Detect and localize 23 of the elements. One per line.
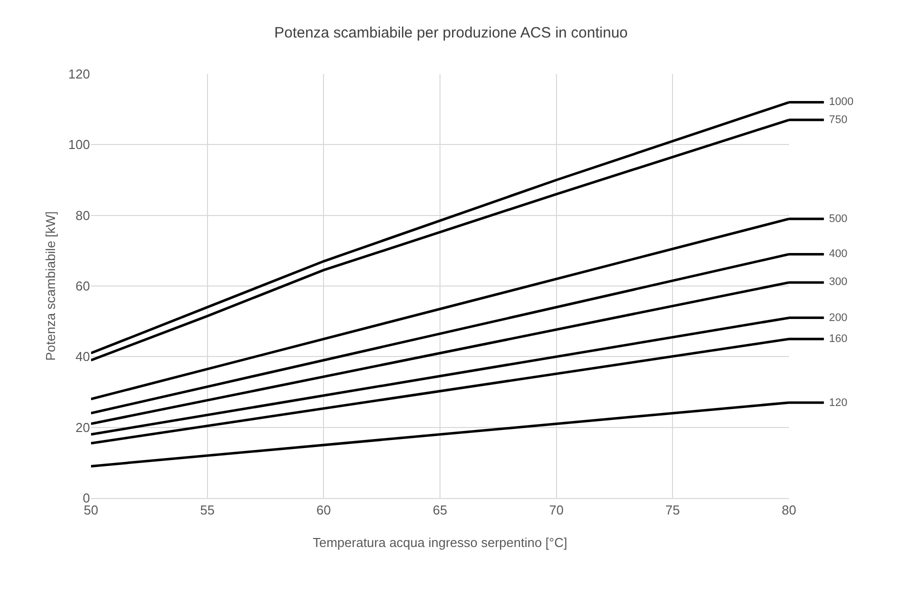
y-tick-label: 80 <box>76 208 90 223</box>
legend-label: 160 <box>829 333 848 345</box>
x-tick-label: 60 <box>316 502 331 518</box>
x-tick-label: 65 <box>432 502 448 518</box>
chart-title: Potenza scambiabile per produzione ACS in continuo <box>274 24 628 42</box>
y-tick-label: 100 <box>68 137 90 152</box>
legend-label: 120 <box>829 397 848 409</box>
x-tick-label: 80 <box>782 502 796 518</box>
x-tick-label: 55 <box>200 502 215 518</box>
y-axis-title: Potenza scambiabile [kW] <box>43 211 58 361</box>
legend-label: 300 <box>829 276 848 288</box>
legend-label: 1000 <box>829 96 854 108</box>
legend-label: 200 <box>829 312 848 324</box>
y-tick-label: 40 <box>76 349 90 364</box>
legend-label: 500 <box>829 213 848 225</box>
legend-label: 400 <box>829 248 848 260</box>
legend-label: 750 <box>829 114 848 126</box>
x-axis-title: Temperatura acqua ingresso serpentino [°C] <box>312 535 568 550</box>
y-tick-label: 20 <box>76 420 90 435</box>
x-tick-label: 70 <box>549 502 564 518</box>
x-tick-label: 75 <box>665 502 680 518</box>
y-tick-label: 60 <box>76 278 90 294</box>
y-tick-label: 120 <box>68 66 90 82</box>
